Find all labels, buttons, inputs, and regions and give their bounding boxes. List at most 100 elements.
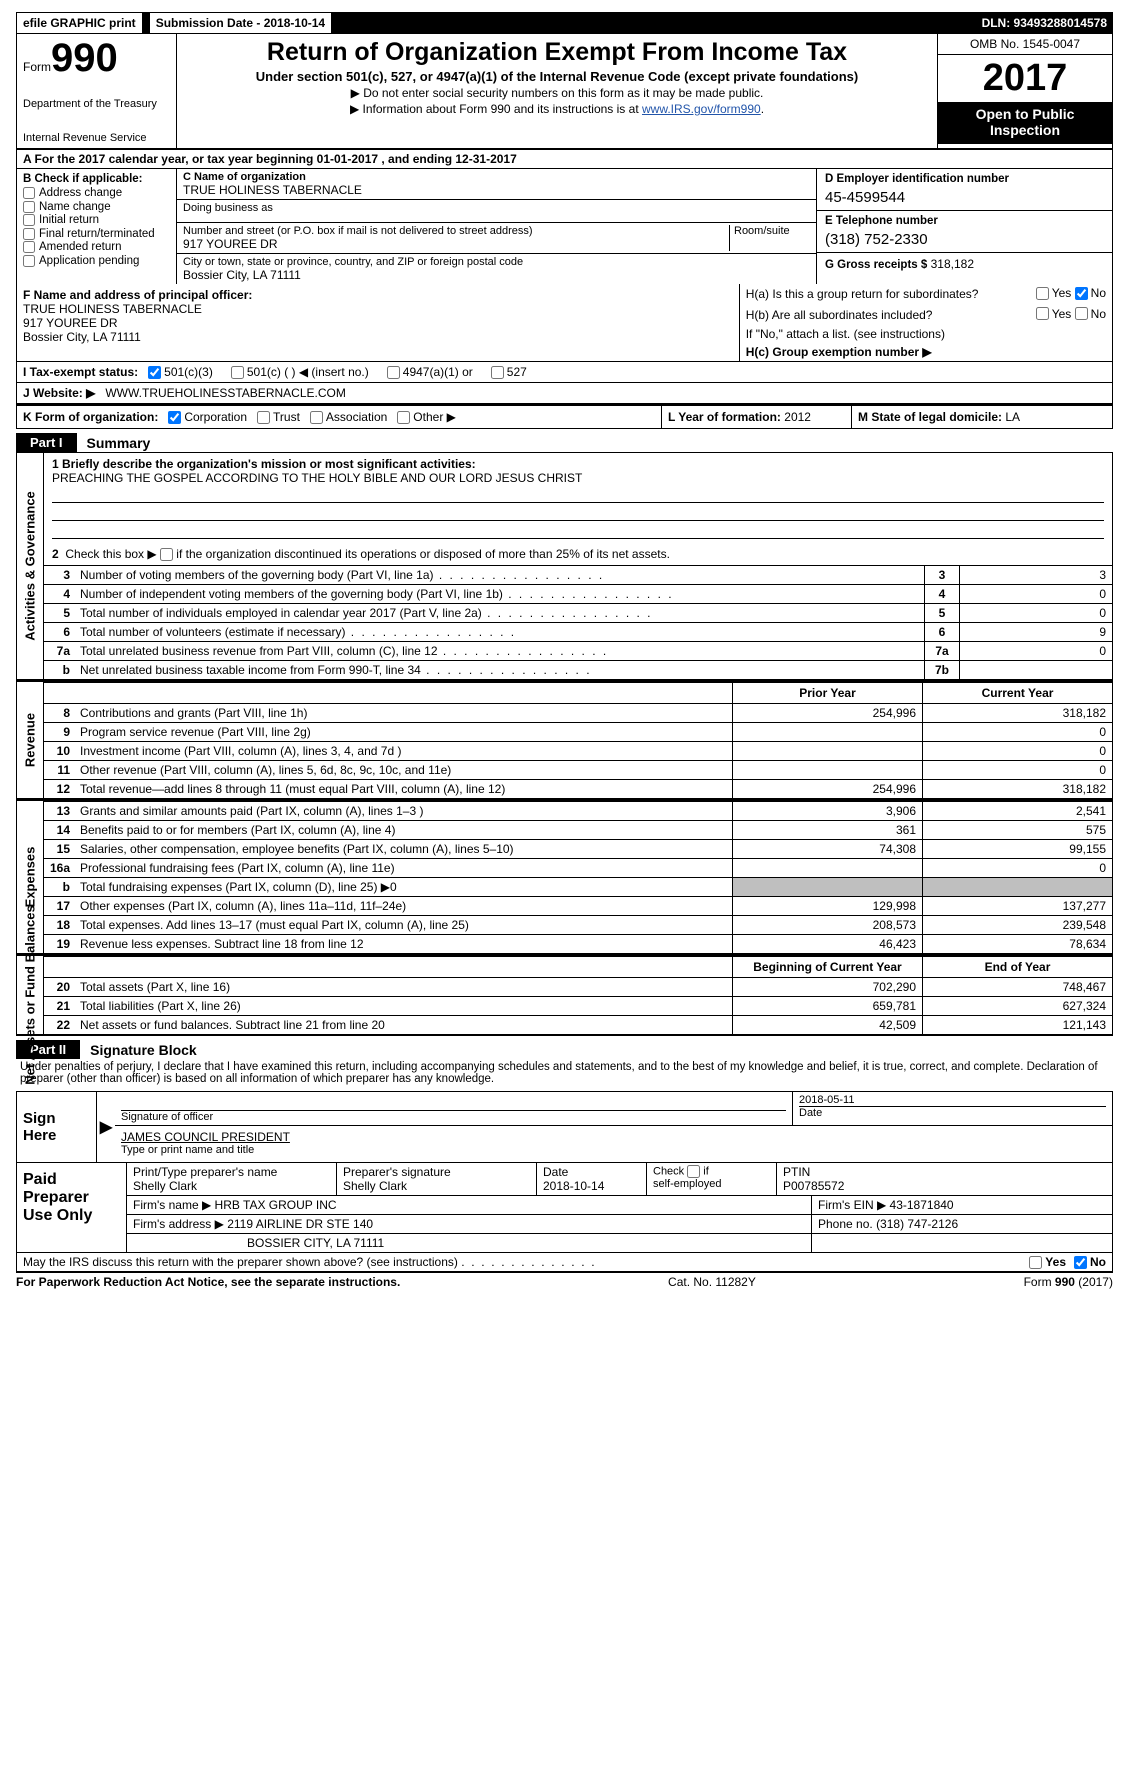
form-number: 990 <box>51 36 118 80</box>
ptin-lab: PTIN <box>783 1165 1106 1179</box>
prep-sig: Shelly Clark <box>343 1179 530 1193</box>
firm-phone: (318) 747-2126 <box>876 1217 958 1231</box>
tax-year: 2017 <box>938 55 1112 102</box>
chk-amended[interactable]: Amended return <box>23 241 170 253</box>
hdr-prior: Prior Year <box>732 683 922 703</box>
i-501c[interactable]: 501(c) ( ) ◀ (insert no.) <box>231 365 369 379</box>
discuss-no[interactable]: No <box>1074 1255 1106 1269</box>
line2-checkbox[interactable] <box>160 548 173 561</box>
exp-row-14: 14 Benefits paid to or for members (Part… <box>44 820 1112 839</box>
hb-label: H(b) Are all subordinates included? <box>746 308 1036 322</box>
discuss-row: May the IRS discuss this return with the… <box>16 1253 1113 1273</box>
firm-addr-lab: Firm's address ▶ <box>133 1217 224 1231</box>
arrow-icon: ▶ <box>97 1092 115 1162</box>
hc-label: H(c) Group exemption number ▶ <box>746 345 932 359</box>
net-row-20: 20 Total assets (Part X, line 16) 702,29… <box>44 977 1112 996</box>
form-title: Return of Organization Exempt From Incom… <box>185 38 929 67</box>
part2-title: Signature Block <box>90 1042 197 1058</box>
discuss-text: May the IRS discuss this return with the… <box>23 1255 458 1269</box>
chk-name[interactable]: Name change <box>23 201 170 213</box>
firm-addr: 2119 AIRLINE DR STE 140 <box>227 1217 373 1231</box>
exp-row-13: 13 Grants and similar amounts paid (Part… <box>44 801 1112 820</box>
irs-link[interactable]: www.IRS.gov/form990 <box>642 102 761 116</box>
officer-name: TRUE HOLINESS TABERNACLE <box>23 302 733 316</box>
year-formed: 2012 <box>784 410 811 424</box>
firm-ein-lab: Firm's EIN ▶ <box>818 1198 886 1212</box>
firm-ein: 43-1871840 <box>890 1198 954 1212</box>
ha-label: H(a) Is this a group return for subordin… <box>746 287 1036 301</box>
chk-pending[interactable]: Application pending <box>23 255 170 267</box>
hdr-end: End of Year <box>922 957 1112 977</box>
sign-block: SignHere ▶ Signature of officer 2018-05-… <box>16 1091 1113 1163</box>
ag-row-4: 4 Number of independent voting members o… <box>44 584 1112 603</box>
chk-final[interactable]: Final return/terminated <box>23 228 170 240</box>
part1-title: Summary <box>87 435 151 451</box>
officer-city: Bossier City, LA 71111 <box>23 330 733 344</box>
section-l: L Year of formation: 2012 <box>662 406 852 428</box>
exp-row-15: 15 Salaries, other compensation, employe… <box>44 839 1112 858</box>
c-name-label: C Name of organization <box>183 171 810 183</box>
ag-row-5: 5 Total number of individuals employed i… <box>44 603 1112 622</box>
section-b: B Check if applicable: Address change Na… <box>17 169 177 284</box>
city-value: Bossier City, LA 71111 <box>183 268 810 282</box>
prep-sig-lab: Preparer's signature <box>343 1165 530 1179</box>
website: WWW.TRUEHOLINESSTABERNACLE.COM <box>105 386 345 400</box>
net-row-22: 22 Net assets or fund balances. Subtract… <box>44 1015 1112 1034</box>
k-corp[interactable]: Corporation <box>168 410 247 424</box>
f-label: F Name and address of principal officer: <box>23 288 252 302</box>
preparer-label: PaidPreparerUse Only <box>17 1163 127 1252</box>
line-a: A For the 2017 calendar year, or tax yea… <box>16 150 1113 169</box>
tel-label: E Telephone number <box>825 215 1104 227</box>
i-501c3[interactable]: 501(c)(3) <box>148 365 213 379</box>
open-2: Inspection <box>938 122 1112 138</box>
rev-row-10: 10 Investment income (Part VIII, column … <box>44 741 1112 760</box>
self-employed-chk[interactable] <box>687 1165 700 1178</box>
hb-no[interactable]: No <box>1075 307 1106 321</box>
exp-row-18: 18 Total expenses. Add lines 13–17 (must… <box>44 915 1112 934</box>
ag-row-3: 3 Number of voting members of the govern… <box>44 565 1112 584</box>
chk-initial[interactable]: Initial return <box>23 214 170 226</box>
ein-value: 45-4599544 <box>825 189 1104 206</box>
form-note-1: ▶ Do not enter social security numbers o… <box>185 86 929 100</box>
firm-phone-lab: Phone no. <box>818 1217 873 1231</box>
preparer-block: PaidPreparerUse Only Print/Type preparer… <box>16 1163 1113 1253</box>
firm-city: BOSSIER CITY, LA 71111 <box>127 1234 812 1252</box>
prep-name: Shelly Clark <box>133 1179 330 1193</box>
part1-tag: Part I <box>16 433 77 452</box>
section-j: J Website: ▶ WWW.TRUEHOLINESSTABERNACLE.… <box>16 383 1113 406</box>
firm-name: HRB TAX GROUP INC <box>215 1198 337 1212</box>
irs-label: Internal Revenue Service <box>23 132 170 144</box>
k-other[interactable]: Other ▶ <box>397 410 456 424</box>
org-name: TRUE HOLINESS TABERNACLE <box>183 183 810 197</box>
k-trust[interactable]: Trust <box>257 410 300 424</box>
sig-label: Signature of officer <box>121 1110 786 1123</box>
section-i: I Tax-exempt status: 501(c)(3) 501(c) ( … <box>16 362 1113 383</box>
section-m: M State of legal domicile: LA <box>852 406 1112 428</box>
chk-address[interactable]: Address change <box>23 187 170 199</box>
exp-row-19: 19 Revenue less expenses. Subtract line … <box>44 934 1112 953</box>
cat-no: Cat. No. 11282Y <box>668 1275 756 1289</box>
rev-row-8: 8 Contributions and grants (Part VIII, l… <box>44 703 1112 722</box>
officer-street: 917 YOUREE DR <box>23 316 733 330</box>
ha-yes[interactable]: Yes <box>1036 286 1072 300</box>
ag-row-6: 6 Total number of volunteers (estimate i… <box>44 622 1112 641</box>
side-revenue: Revenue <box>16 682 44 798</box>
i-4947[interactable]: 4947(a)(1) or <box>387 365 473 379</box>
b-header: B Check if applicable: <box>23 173 170 185</box>
k-assoc[interactable]: Association <box>310 410 387 424</box>
sign-date: 2018-05-11 <box>799 1094 1106 1106</box>
k-label: K Form of organization: <box>23 410 158 424</box>
tel-value: (318) 752-2330 <box>825 231 1104 248</box>
section-d: D Employer identification number 45-4599… <box>817 169 1112 284</box>
discuss-yes[interactable]: Yes <box>1029 1255 1066 1269</box>
hb-yes[interactable]: Yes <box>1036 307 1072 321</box>
ha-no[interactable]: No <box>1075 286 1106 300</box>
i-527[interactable]: 527 <box>491 365 527 379</box>
rev-row-11: 11 Other revenue (Part VIII, column (A),… <box>44 760 1112 779</box>
open-1: Open to Public <box>938 106 1112 122</box>
printed-name: JAMES COUNCIL PRESIDENT <box>121 1128 1106 1144</box>
gross-label: G Gross receipts $ <box>825 259 927 271</box>
efile-label: efile GRAPHIC print <box>16 12 143 34</box>
submission-date: Submission Date - 2018-10-14 <box>149 12 332 34</box>
j-label: J Website: ▶ <box>23 386 95 400</box>
